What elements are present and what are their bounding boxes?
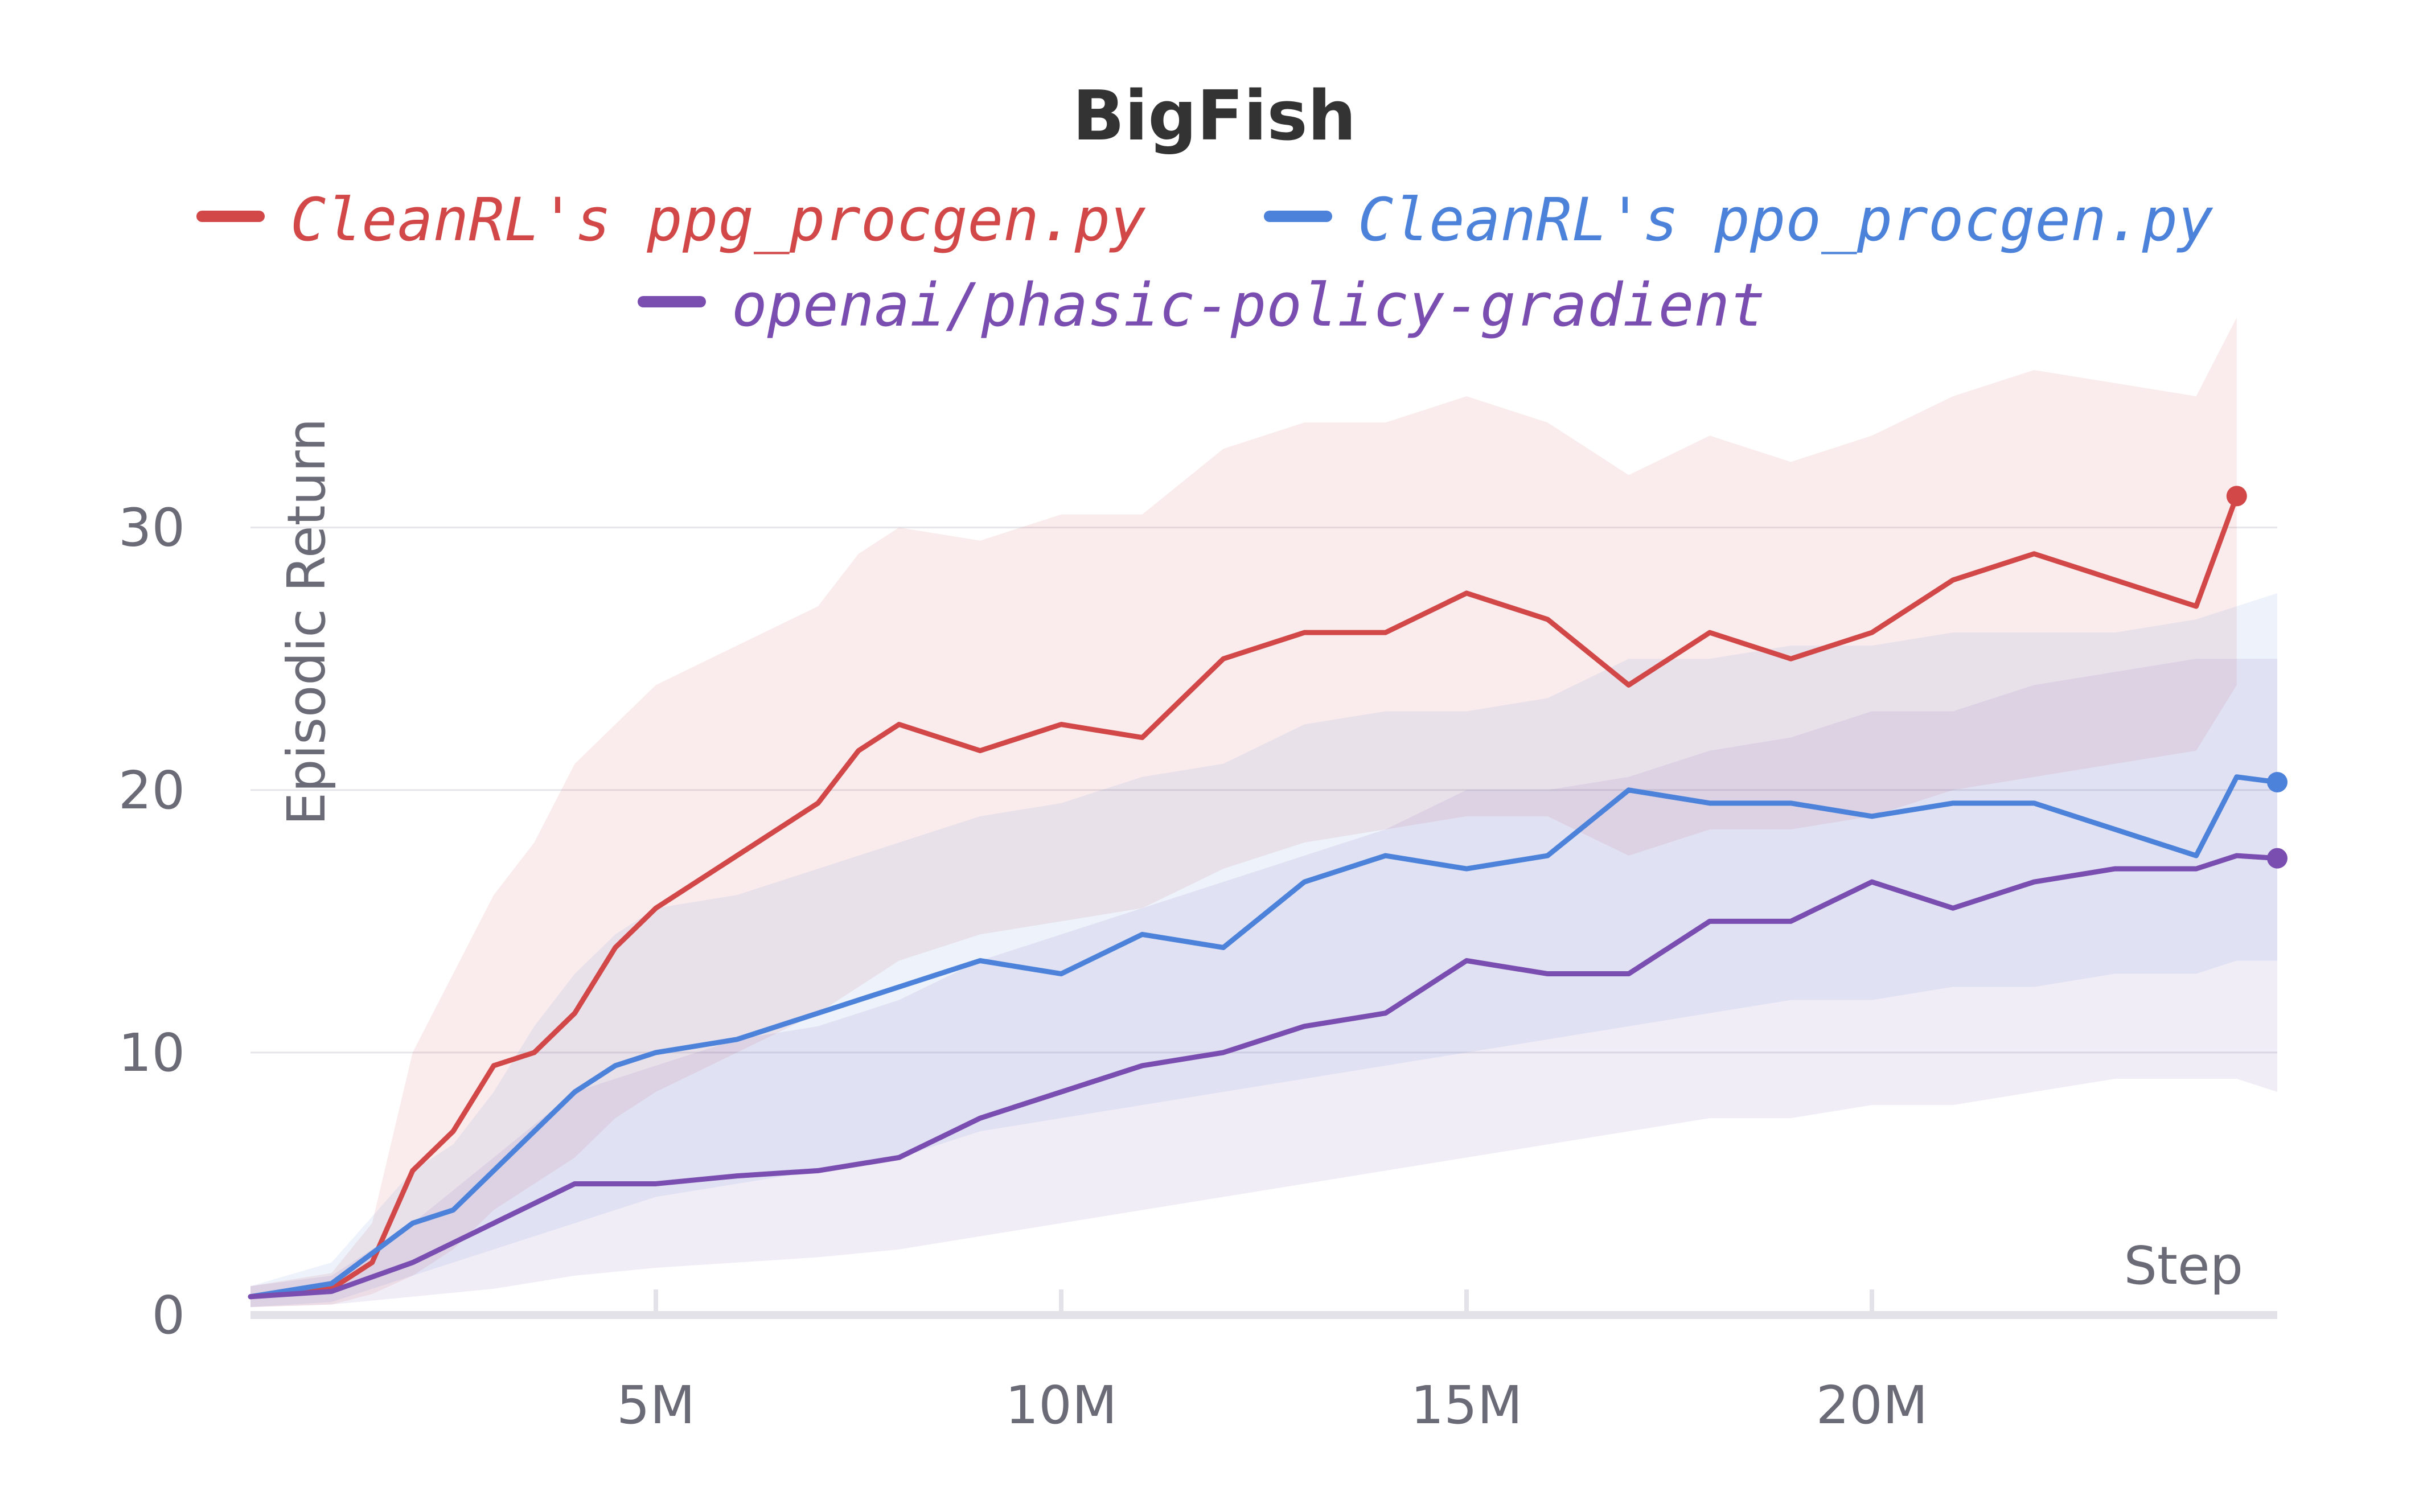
y-tick-label: 20 xyxy=(118,760,185,821)
series-lines xyxy=(248,493,2280,1300)
series-line-2 xyxy=(248,853,2280,1300)
series-line-1 xyxy=(248,774,2280,1300)
y-tick-label: 10 xyxy=(118,1022,185,1083)
tick-labels: 5M 10M 15M 20M 0 10 20 30 xyxy=(118,498,1928,1436)
x-tick-label: 20M xyxy=(1816,1375,1928,1436)
confidence-band-2 xyxy=(250,659,2277,1308)
confidence-bands xyxy=(250,317,2277,1308)
y-tick-label: 30 xyxy=(118,498,185,558)
series-endpoint-2 xyxy=(2267,848,2288,869)
legend-label-ppo: CleanRL's ppo_procgen.py xyxy=(1358,185,2213,254)
confidence-band-0 xyxy=(250,317,2237,1308)
series-endpoint-1 xyxy=(2267,771,2288,792)
axes xyxy=(250,1289,2277,1319)
y-tick-label: 0 xyxy=(151,1285,185,1346)
chart-title: BigFish xyxy=(1073,77,1356,156)
x-axis-label: Step xyxy=(2124,1235,2243,1296)
legend: CleanRL's ppg_procgen.py CleanRL's ppo_p… xyxy=(196,185,2213,340)
y-axis-label: Episodic Return xyxy=(276,418,337,825)
confidence-band-1 xyxy=(250,593,2277,1308)
series-line-0 xyxy=(248,493,2240,1300)
legend-label-openai: openai/phasic-policy-gradient xyxy=(732,270,1765,340)
legend-label-ppg: CleanRL's ppg_procgen.py xyxy=(290,185,1146,254)
series-endpoint-0 xyxy=(2226,486,2247,507)
x-tick-label: 10M xyxy=(1005,1375,1117,1436)
series-endpoints xyxy=(2226,486,2288,869)
grid xyxy=(250,527,2277,1054)
x-tick-label: 5M xyxy=(617,1375,695,1436)
x-tick-label: 15M xyxy=(1411,1375,1522,1436)
